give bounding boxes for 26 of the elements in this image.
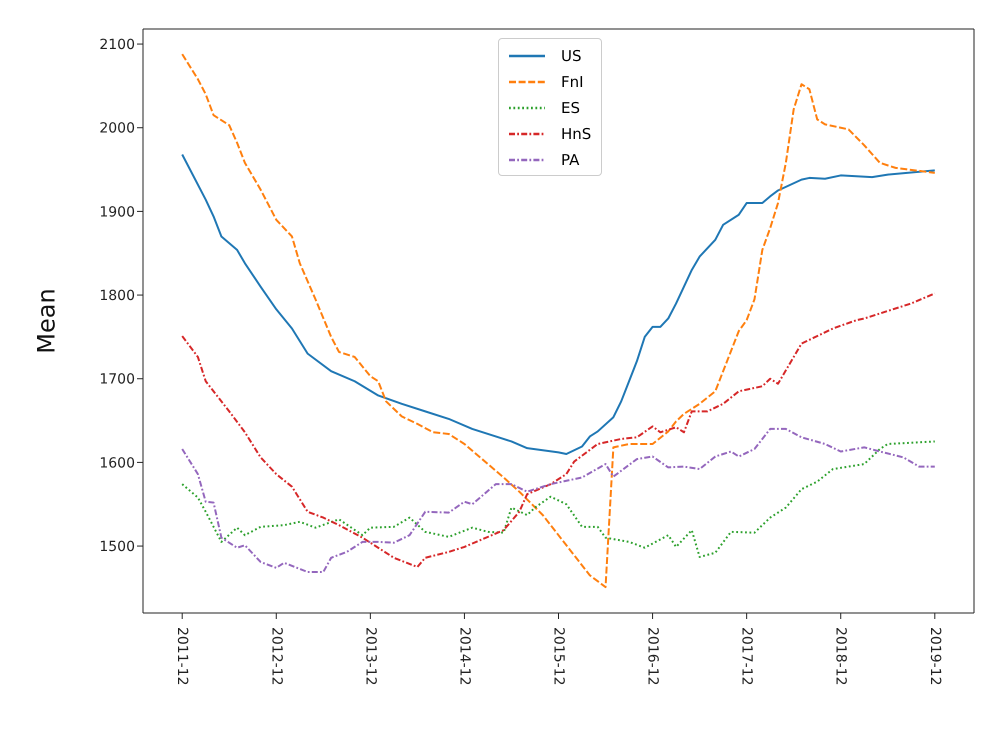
line-series <box>181 440 936 558</box>
x-tick-label: 2017-12 <box>738 627 755 686</box>
y-tick-label: 1900 <box>99 204 135 220</box>
x-tick-label: 2013-12 <box>362 627 378 686</box>
line-series <box>181 292 936 568</box>
y-tick-label: 1500 <box>99 539 135 556</box>
legend-label: FnI <box>561 73 584 91</box>
x-tick-label: 2016-12 <box>644 627 661 686</box>
line-series <box>181 154 936 456</box>
x-tick-label: 2012-12 <box>268 627 284 686</box>
legend-label: ES <box>561 99 580 117</box>
x-tick-label: 2019-12 <box>926 627 943 686</box>
x-tick-label: 2014-12 <box>456 627 472 686</box>
y-axis-title: Mean <box>32 288 61 354</box>
y-tick-label: 2100 <box>99 37 135 54</box>
legend-label: HnS <box>561 125 592 143</box>
legend-label: US <box>561 47 582 65</box>
legend-label: PA <box>561 151 580 169</box>
x-tick-label: 2011-12 <box>174 627 190 686</box>
y-tick-label: 1700 <box>99 372 135 388</box>
y-tick-label: 1800 <box>99 288 135 304</box>
y-tick-label: 1600 <box>99 455 135 472</box>
y-tick-label: 2000 <box>99 120 135 137</box>
line-series <box>181 428 936 574</box>
x-tick-label: 2015-12 <box>550 627 566 686</box>
x-tick-label: 2018-12 <box>832 627 849 686</box>
